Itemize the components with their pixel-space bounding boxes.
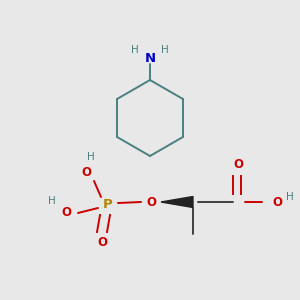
Text: H: H [161,45,169,55]
Text: H: H [48,196,56,206]
Text: O: O [97,236,107,248]
Text: H: H [286,192,294,202]
Polygon shape [161,196,193,208]
Text: H: H [87,152,95,162]
Text: O: O [272,196,282,208]
Text: O: O [233,158,243,170]
Text: O: O [81,167,91,179]
Text: O: O [146,196,156,208]
Text: H: H [131,45,139,55]
Text: N: N [144,52,156,64]
Text: P: P [103,199,113,212]
Text: O: O [61,206,71,220]
